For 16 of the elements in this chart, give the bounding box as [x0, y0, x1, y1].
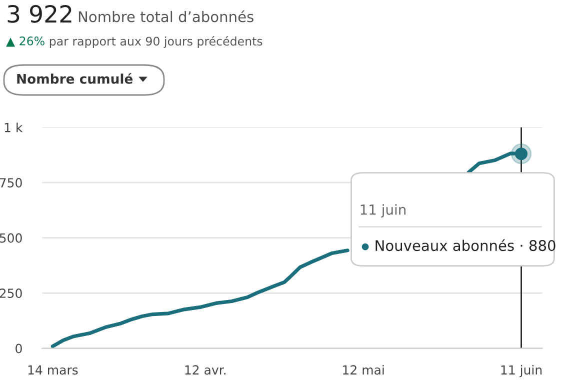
- chart-title: 3 922: [8, 4, 72, 23]
- chart-subtitle: Nombre total d’abonnés: [78, 10, 254, 22]
- x-tick-label: 14 mars: [28, 365, 78, 375]
- text: par rapport aux 90 jours précédents: [50, 36, 262, 48]
- x-tick-label: 12 mai: [343, 364, 384, 375]
- y-tick-label: 750: [0, 178, 22, 188]
- y-tick-label: 0: [16, 344, 22, 354]
- y-tick-label: 500: [0, 233, 22, 243]
- annotation: Nouveaux abonnés · 880: [376, 239, 556, 252]
- y-tick-label: 250: [0, 288, 22, 298]
- x-tick-label: 11 juin: [501, 364, 542, 378]
- annotation: 11 juin: [360, 204, 406, 218]
- text: ▲ 26%: [6, 36, 44, 47]
- text: Nombre cumulé: [17, 73, 133, 84]
- y-tick-label: 1 k: [4, 122, 23, 132]
- x-tick-label: 12 avr.: [185, 365, 226, 375]
